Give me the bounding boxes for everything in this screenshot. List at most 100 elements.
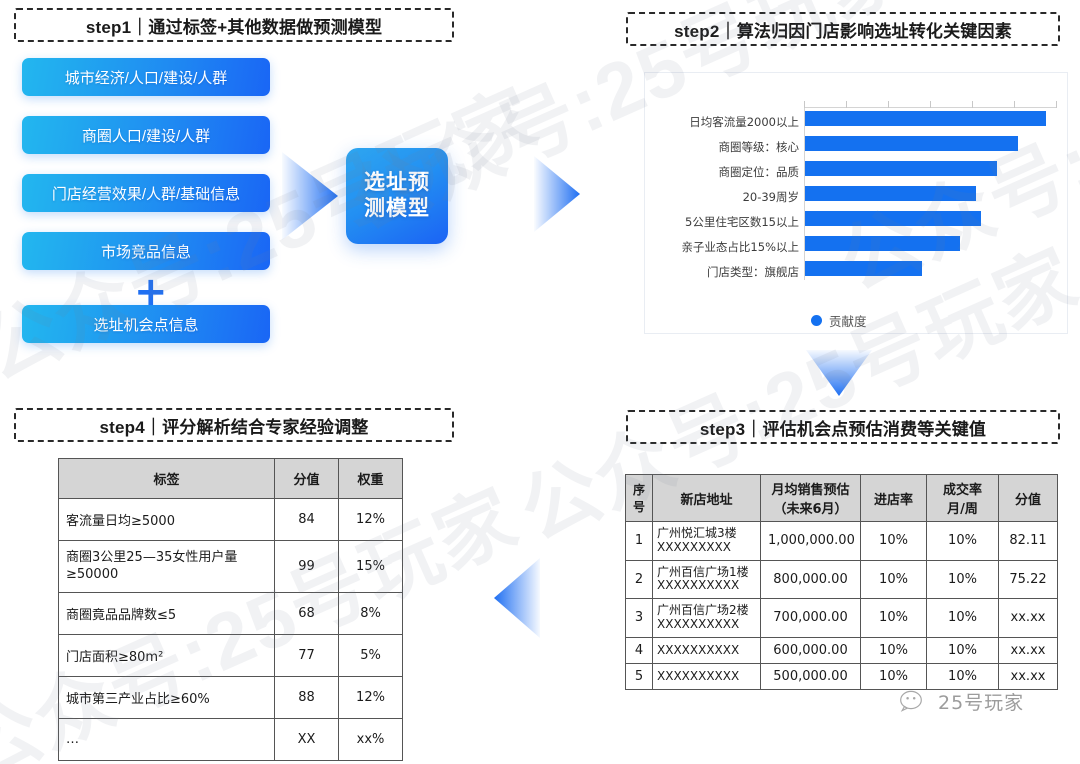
step1-input-label: 城市经济/人口/建设/人群 [64,69,228,87]
cell-label: … [58,718,275,761]
chart-category-label: 商圈等级：核心 [718,140,800,154]
step1-input-bar-1[interactable]: 城市经济/人口/建设/人群 [22,58,270,96]
cell-weight: 12% [338,676,403,719]
chart-bar [805,186,976,201]
chart-category-axis [804,103,805,280]
cell-sales: 1,000,000.00 [760,521,861,561]
step1-title-text: step1｜通过标签+其他数据做预测模型 [85,17,383,37]
table-row[interactable]: 5 XXXXXXXXXX 500,000.00 10% 10% xx.xx [625,662,1058,690]
table-row[interactable]: 商圈竟品品牌数≤5 68 8% [58,592,403,635]
step1-input-label: 市场竞品信息 [100,243,191,261]
arrow-right-to-model-icon [282,152,338,240]
table-row[interactable]: 3 广州百信广场2楼XXXXXXXXXX 700,000.00 10% 10% … [625,598,1058,638]
step1-input-bar-4[interactable]: 市场竞品信息 [22,232,270,270]
cell-address: 广州百信广场1楼XXXXXXXXXX [652,559,761,600]
col-header-no: 序 号 [625,474,653,522]
cell-score: XX [274,718,339,761]
cell-deal-rate: 10% [926,521,999,561]
cell-no: 1 [625,521,653,561]
contribution-bar-chart: 日均客流量2000以上 商圈等级：核心 商圈定位：品质 20-39周岁 5公里住… [644,72,1068,334]
cell-label: 城市第三产业占比≥60% [58,676,275,719]
cell-sales: 600,000.00 [760,636,861,664]
table-header-row: 序 号 新店地址 月均销售预估 （未来6月） 进店率 成交率 月/周 分值 [625,474,1058,522]
model-label: 选址预 测模型 [364,170,430,223]
legend-label: 贡献度 [829,314,867,329]
chart-tick [930,101,931,108]
table-row[interactable]: 客流量日均≥5000 84 12% [58,498,403,541]
chart-bar [805,161,997,176]
watermark-text: 公众号:25号玩家 [0,72,551,397]
cell-score: xx.xx [998,662,1058,690]
legend-dot-icon [811,315,822,326]
table-row[interactable]: 1 广州悦汇城3楼XXXXXXXXX 1,000,000.00 10% 10% … [625,521,1058,561]
step4-title-box: step4｜评分解析结合专家经验调整 [14,408,454,442]
cell-no: 5 [625,662,653,690]
cell-label: 客流量日均≥5000 [58,498,275,541]
step1-title-box: step1｜通过标签+其他数据做预测模型 [14,8,454,42]
chart-category-label: 门店类型：旗舰店 [707,265,799,279]
score-weight-table: 标签 分值 权重 客流量日均≥5000 84 12% 商圈3公里25—35女性用… [58,458,403,761]
cell-address: XXXXXXXXXX [652,662,761,690]
table-row[interactable]: 2 广州百信广场1楼XXXXXXXXXX 800,000.00 10% 10% … [625,559,1058,600]
chart-bar [805,211,981,226]
col-header-weight: 权重 [338,458,403,499]
chart-bar [805,261,922,276]
table-row[interactable]: 城市第三产业占比≥60% 88 12% [58,676,403,719]
table-row[interactable]: … XX xx% [58,718,403,761]
wechat-watermark: 25号玩家 [900,688,1024,715]
cell-score: 68 [274,592,339,635]
chart-tick [1014,101,1015,108]
chart-tick [804,101,805,108]
step3-title-box: step3｜评估机会点预估消费等关键值 [626,410,1060,444]
cell-label: 门店面积≥80m² [58,634,275,677]
chart-category-label: 商圈定位：品质 [718,165,800,179]
prediction-model-box[interactable]: 选址预 测模型 [346,148,448,244]
step4-title-text: step4｜评分解析结合专家经验调整 [99,417,369,437]
col-header-deal-rate-line2: 月/周 [947,502,978,517]
cell-label: 商圈3公里25—35女性用户量≥50000 [58,540,275,593]
arrow-left-to-step4-icon [494,558,540,638]
chart-category-label: 20-39周岁 [742,190,799,204]
cell-deal-rate: 10% [926,636,999,664]
chart-bar [805,236,960,251]
table-row[interactable]: 4 XXXXXXXXXX 600,000.00 10% 10% xx.xx [625,636,1058,664]
table-row[interactable]: 门店面积≥80m² 77 5% [58,634,403,677]
cell-address: XXXXXXXXXX [652,636,761,664]
cell-address: 广州悦汇城3楼XXXXXXXXX [652,521,761,561]
cell-no: 4 [625,636,653,664]
chart-tick [1056,101,1057,108]
col-header-sales-line1: 月均销售预估 [771,483,850,498]
table-row[interactable]: 商圈3公里25—35女性用户量≥50000 99 15% [58,540,403,593]
cell-enter-rate: 10% [860,598,927,638]
col-header-sales-line2: （未来6月） [773,502,848,517]
cell-weight: xx% [338,718,403,761]
plus-icon: + [134,269,168,315]
chart-category-label: 亲子业态占比15%以上 [681,240,799,254]
arrow-right-to-step2-icon [534,156,580,232]
cell-score: 88 [274,676,339,719]
model-label-line1: 选址预 [364,170,430,194]
cell-weight: 8% [338,592,403,635]
step1-input-bar-5[interactable]: 选址机会点信息 [22,305,270,343]
col-header-deal-rate: 成交率 月/周 [926,474,999,522]
step1-input-bar-2[interactable]: 商圈人口/建设/人群 [22,116,270,154]
cell-score: 75.22 [998,559,1058,600]
col-header-address: 新店地址 [652,474,761,522]
col-header-no-line1: 序 [632,483,645,497]
chart-legend: 贡献度 [811,311,867,330]
cell-sales: 800,000.00 [760,559,861,600]
cell-score: xx.xx [998,636,1058,664]
wechat-icon [900,690,922,712]
cell-score: 77 [274,634,339,677]
col-header-score: 分值 [274,458,339,499]
step1-input-bar-3[interactable]: 门店经营效果/人群/基础信息 [22,174,270,212]
cell-score: 82.11 [998,521,1058,561]
cell-enter-rate: 10% [860,559,927,600]
chart-bar [805,111,1046,126]
step2-title-text: step2｜算法归因门店影响选址转化关键因素 [674,21,1012,41]
cell-score: 84 [274,498,339,541]
chart-tick [888,101,889,108]
col-header-sales: 月均销售预估 （未来6月） [760,474,861,522]
cell-no: 3 [625,598,653,638]
